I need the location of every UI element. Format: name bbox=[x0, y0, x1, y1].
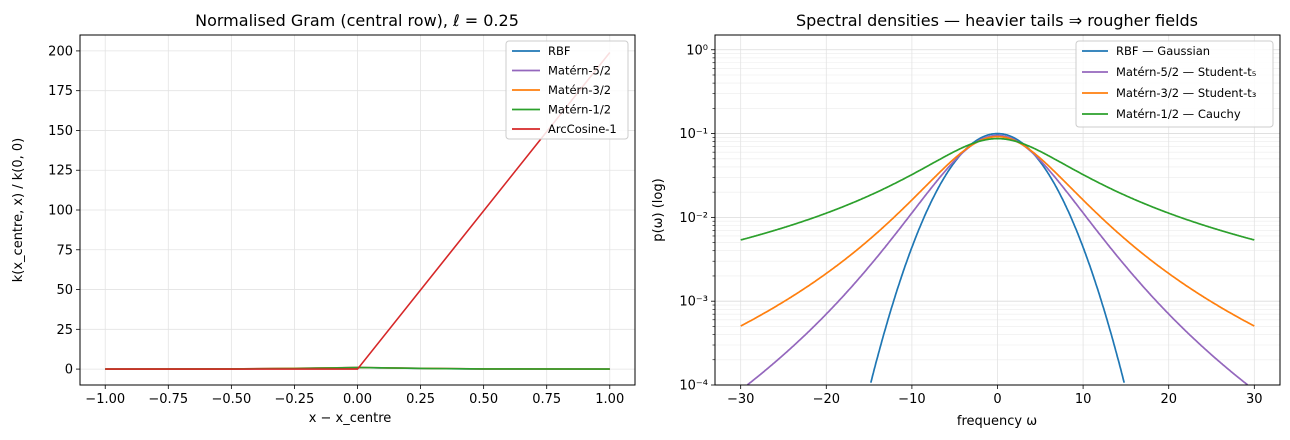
spectral-legend-label: Matérn-3/2 — Student-t₃ bbox=[1116, 86, 1257, 100]
gram-x-label: x − x_centre bbox=[309, 411, 392, 426]
gram-legend-label: RBF bbox=[548, 44, 571, 58]
gram-legend-label: Matérn-1/2 bbox=[548, 103, 611, 117]
gram-y-tick-label: 25 bbox=[56, 323, 73, 338]
gram-y-label: k(x_centre, x) / k(0, 0) bbox=[11, 138, 26, 283]
spectral-y-tick-label: 10⁻¹ bbox=[679, 127, 708, 142]
spectral-x-tick-label: −30 bbox=[727, 392, 754, 407]
gram-panel: −1.00 −0.75 −0.50 −0.25 0.00 0.25 0.50 0.75 1.00… bbox=[11, 11, 636, 426]
gram-x-tick-label: 0.75 bbox=[532, 392, 561, 407]
gram-x-tick-label: −0.25 bbox=[275, 392, 315, 407]
spectral-y-ticks: 10⁻⁴ 10⁻³ 10⁻² 10⁻¹ 10⁰ bbox=[679, 43, 715, 394]
spectral-x-tick-label: 10 bbox=[1075, 392, 1092, 407]
gram-y-tick-label: 75 bbox=[56, 243, 73, 258]
spectral-y-label: p(ω) (log) bbox=[651, 178, 666, 241]
gram-legend: RBF Matérn-5/2 Matérn-3/2 Matérn-1/2 ArcCosi… bbox=[505, 40, 629, 140]
spectral-x-label: frequency ω bbox=[957, 414, 1037, 429]
spectral-x-tick-label: 20 bbox=[1160, 392, 1177, 407]
gram-y-tick-label: 150 bbox=[48, 124, 73, 139]
gram-y-ticks: 0 25 50 75 100 125 150 175 200 bbox=[48, 44, 80, 378]
spectral-series bbox=[740, 132, 1255, 386]
gram-x-ticks: −1.00 −0.75 −0.50 −0.25 0.00 0.25 0.50 0.75 1.00 bbox=[85, 385, 624, 407]
gram-legend-label: Matérn-3/2 bbox=[548, 83, 611, 97]
gram-legend-label: ArcCosine-1 bbox=[548, 122, 617, 136]
spectral-legend-label: RBF — Gaussian bbox=[1116, 44, 1210, 58]
spectral-legend: RBF — Gaussian Matérn-5/2 — Student-t₅ Mat… bbox=[1075, 40, 1274, 128]
gram-y-tick-label: 125 bbox=[48, 164, 73, 179]
gram-y-tick-label: 200 bbox=[48, 44, 73, 59]
spectral-legend-label: Matérn-5/2 — Student-t₅ bbox=[1116, 65, 1257, 79]
gram-x-tick-label: 0.25 bbox=[406, 392, 435, 407]
gram-x-tick-label: −1.00 bbox=[85, 392, 125, 407]
spectral-y-tick-label: 10⁻⁴ bbox=[679, 379, 708, 394]
spectral-y-tick-label: 10⁰ bbox=[686, 43, 708, 58]
spectral-x-ticks: −30 −20 −10 0 10 20 30 bbox=[727, 385, 1263, 407]
gram-x-tick-label: 0.00 bbox=[343, 392, 372, 407]
gram-series-line bbox=[105, 52, 611, 370]
spectral-x-tick-label: −20 bbox=[813, 392, 840, 407]
gram-y-tick-label: 100 bbox=[48, 204, 73, 219]
spectral-series-line bbox=[869, 132, 1126, 383]
gram-legend-label: Matérn-5/2 bbox=[548, 64, 611, 78]
spectral-panel: −30 −20 −10 0 10 20 30 10⁻⁴ 10⁻³ 10⁻² 10⁻¹ 10⁰ Spe… bbox=[651, 11, 1281, 429]
spectral-series-line bbox=[746, 134, 1249, 386]
spectral-series-line bbox=[740, 137, 1255, 241]
spectral-x-tick-label: 0 bbox=[993, 392, 1001, 407]
gram-x-tick-label: −0.50 bbox=[211, 392, 251, 407]
gram-title: Normalised Gram (central row), ℓ = 0.25 bbox=[195, 11, 519, 30]
gram-x-tick-label: 1.00 bbox=[595, 392, 624, 407]
gram-series bbox=[105, 52, 611, 370]
spectral-y-tick-label: 10⁻² bbox=[679, 211, 708, 226]
gram-y-tick-label: 175 bbox=[48, 84, 73, 99]
spectral-series-line bbox=[740, 135, 1255, 327]
gram-y-tick-label: 0 bbox=[65, 363, 73, 378]
gram-x-tick-label: −0.75 bbox=[148, 392, 188, 407]
spectral-x-tick-label: 30 bbox=[1246, 392, 1263, 407]
spectral-x-tick-label: −10 bbox=[898, 392, 925, 407]
spectral-title: Spectral densities — heavier tails ⇒ rou… bbox=[796, 11, 1198, 30]
spectral-legend-label: Matérn-1/2 — Cauchy bbox=[1116, 107, 1241, 121]
gram-x-tick-label: 0.50 bbox=[469, 392, 498, 407]
spectral-y-tick-label: 10⁻³ bbox=[679, 295, 708, 310]
gram-y-tick-label: 50 bbox=[56, 283, 73, 298]
